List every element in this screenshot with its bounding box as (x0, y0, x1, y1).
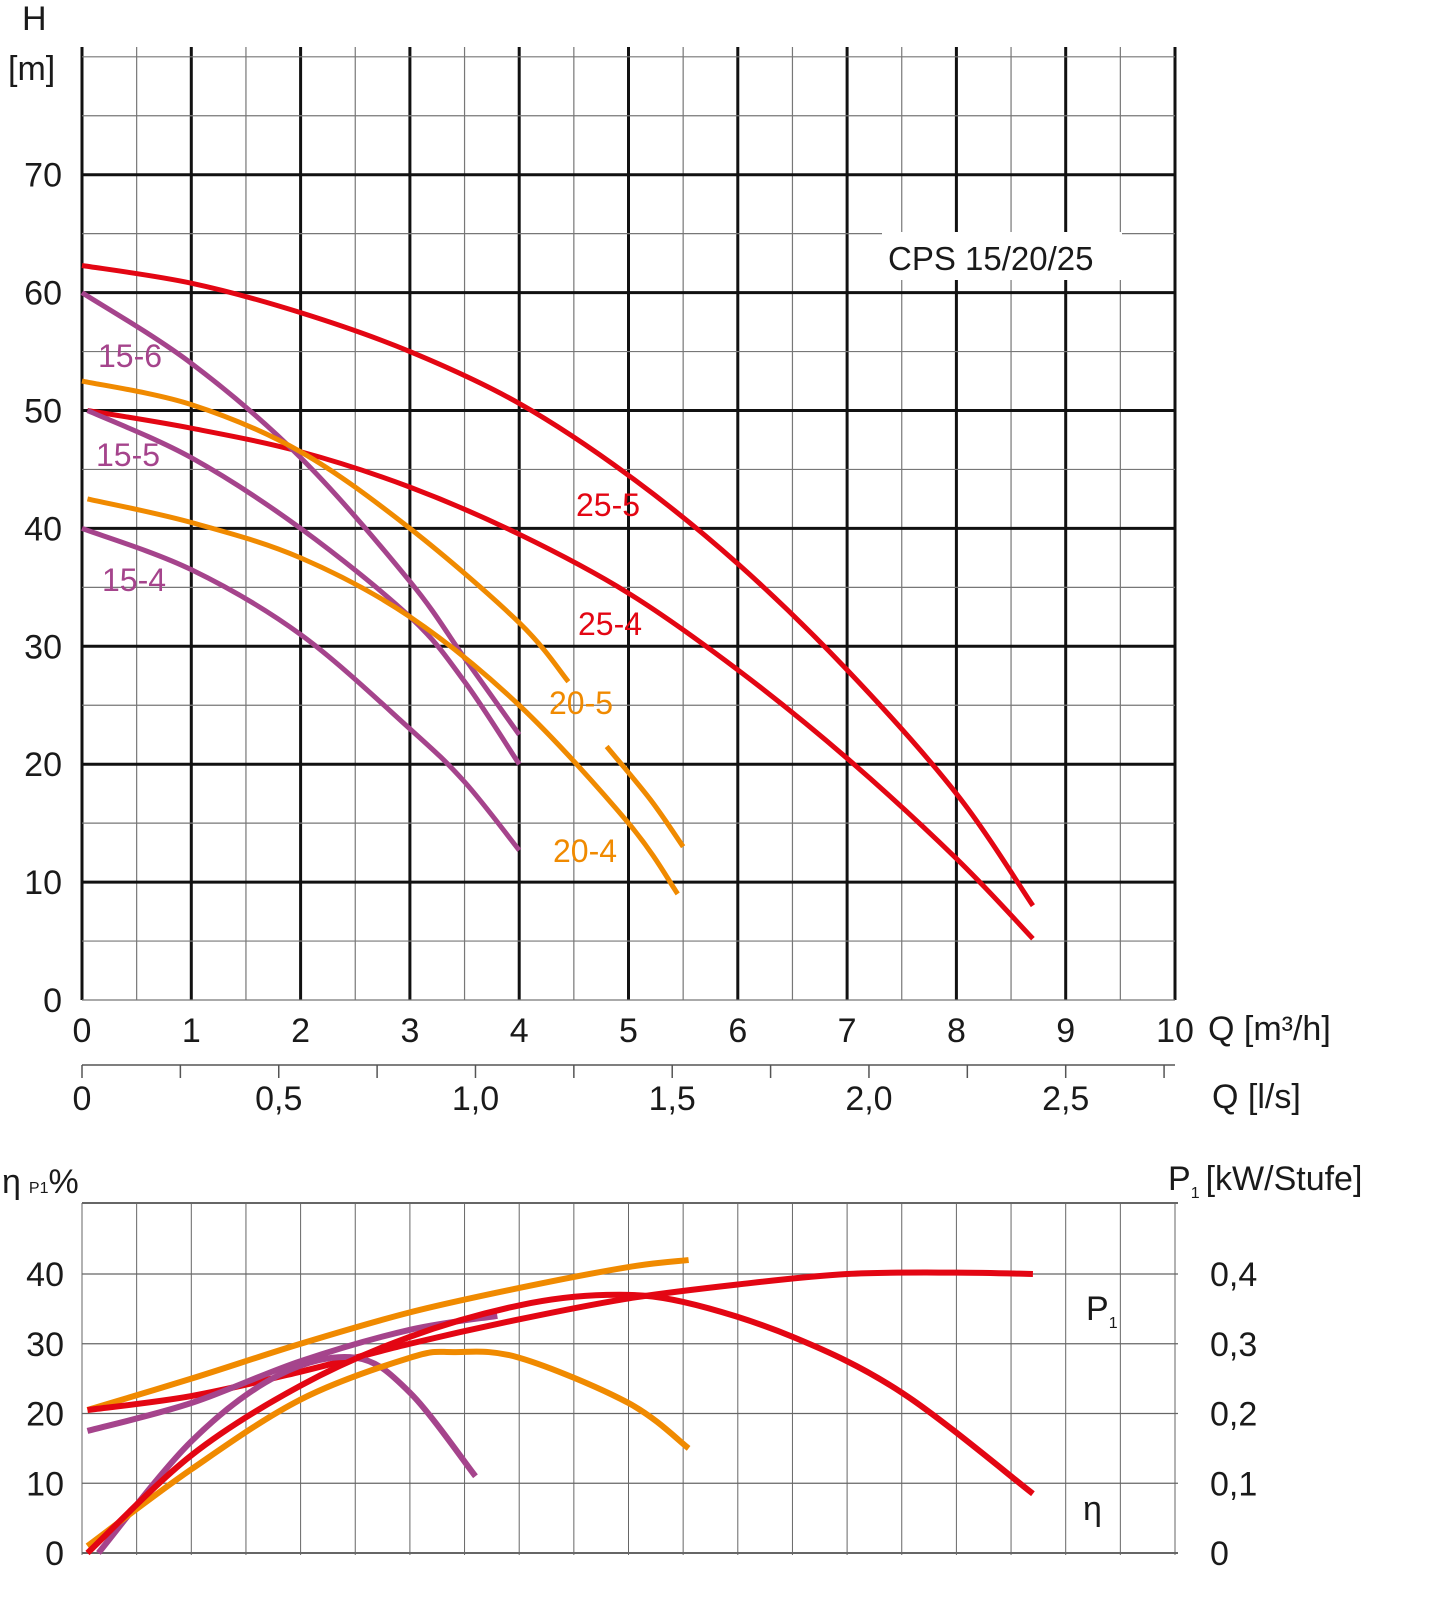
x-tick-label: 3 (400, 1012, 419, 1050)
p1-tick-label: 0,1 (1210, 1465, 1257, 1503)
curve-label-15-5: 15-5 (96, 437, 160, 473)
eta-tick-label: 40 (26, 1256, 64, 1294)
x-tick-label: 0 (73, 1012, 92, 1050)
curve-20-4 (86, 496, 680, 896)
x-axis-label-m3h: Q [m³/h] (1208, 1010, 1331, 1048)
curve-label-25-4: 25-4 (578, 606, 642, 642)
x-tick-label: 7 (838, 1012, 857, 1050)
x-tick-label: 9 (1056, 1012, 1075, 1050)
curve-label-20-4: 20-4 (553, 833, 617, 869)
curve-label-25-5: 25-5 (576, 487, 640, 523)
p1-tick-label: 0 (1210, 1535, 1229, 1573)
y-axis-unit-m: [m] (8, 50, 55, 88)
power-curve (86, 1312, 498, 1434)
p1-tick-label: 0,4 (1210, 1256, 1257, 1294)
curve-15-4 (81, 526, 522, 852)
x-tick-label: 5 (619, 1012, 638, 1050)
x-axis-label-ls: Q [l/s] (1212, 1078, 1301, 1116)
curve-20-5 (81, 378, 571, 684)
x-secondary-tick-label: 1,5 (649, 1080, 696, 1118)
p1-tick-label: 0,2 (1210, 1396, 1257, 1434)
eta-axis-label: η P1% (2, 1163, 79, 1201)
efficiency-curve (85, 1348, 691, 1549)
x-tick-label: 4 (510, 1012, 529, 1050)
tick-labels: 0 1 2 3 4 5 6 7 8 9 10 0 10 20 30 40 50 60 70 0 0,5 1,0 1,5 2,0… (24, 157, 1257, 1573)
y-tick-label: 0 (43, 982, 62, 1020)
curve-25-5 (81, 263, 1035, 908)
efficiency-curve (96, 1354, 478, 1555)
eta-tick-label: 30 (26, 1326, 64, 1364)
x-secondary-tick-label: 0,5 (255, 1080, 302, 1118)
y-tick-label: 10 (24, 864, 62, 902)
curve-label-15-4: 15-4 (102, 562, 166, 598)
head-grid (80, 47, 1177, 1078)
head-curves: 25-5 25-4 15-6 15-5 15-4 20-5 20-4 (80, 263, 1035, 941)
power-curve (86, 1257, 689, 1413)
y-tick-label: 40 (24, 510, 62, 548)
eta-tick-label: 20 (26, 1396, 64, 1434)
curve-20-5 (604, 744, 686, 849)
chart-title: CPS 15/20/25 (888, 240, 1093, 277)
p1-axis-label: P1 [kW/Stufe] (1168, 1160, 1362, 1202)
x-secondary-tick-label: 2,0 (845, 1080, 892, 1118)
efficiency-curve (85, 1291, 1035, 1556)
eta-tick-label: 0 (45, 1535, 64, 1573)
x-secondary-tick-label: 1,0 (452, 1080, 499, 1118)
x-tick-label: 1 (182, 1012, 201, 1050)
y-tick-label: 70 (24, 157, 62, 195)
x-secondary-tick-label: 0 (73, 1080, 92, 1118)
y-tick-label: 20 (24, 746, 62, 784)
y-axis-label-h: H (22, 0, 47, 38)
x-tick-label: 8 (947, 1012, 966, 1050)
y-tick-label: 60 (24, 275, 62, 313)
x-secondary-tick-label: 2,5 (1042, 1080, 1089, 1118)
curve-label-20-5: 20-5 (549, 685, 613, 721)
eta-tick-label: 10 (26, 1465, 64, 1503)
x-tick-label: 2 (291, 1012, 310, 1050)
curve-label-15-6: 15-6 (98, 338, 162, 374)
title-background (882, 232, 1122, 280)
x-tick-label: 10 (1156, 1012, 1194, 1050)
efficiency-power-curves (85, 1257, 1035, 1556)
curve-15-5 (86, 408, 522, 766)
y-tick-label: 30 (24, 628, 62, 666)
x-tick-label: 6 (728, 1012, 747, 1050)
p1-curve-label: P1 (1086, 1290, 1118, 1332)
y-tick-label: 50 (24, 393, 62, 431)
curve-25-4 (87, 408, 1035, 941)
eta-curve-label: η (1083, 1490, 1102, 1528)
p1-tick-label: 0,3 (1210, 1326, 1257, 1364)
